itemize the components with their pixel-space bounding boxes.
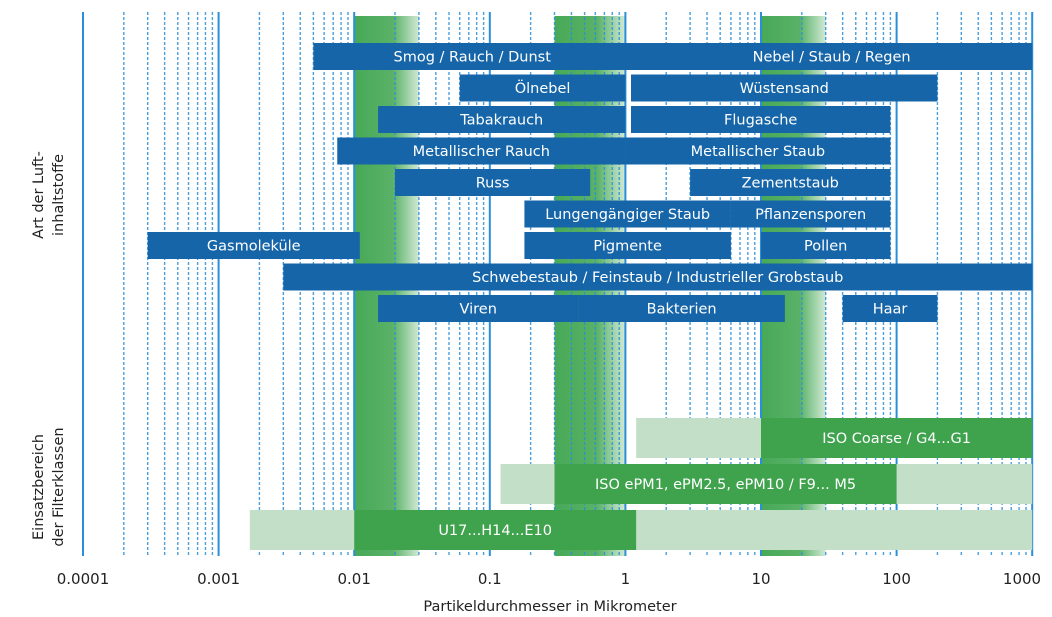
contaminant-label: Gasmoleküle	[207, 239, 301, 255]
contaminant-bar-smog-rauch-dunst: Smog / Rauch / Dunst	[313, 43, 632, 70]
contaminant-label: Pigmente	[593, 239, 662, 255]
contaminant-bar-rect	[378, 295, 579, 322]
x-tick-label: 0.001	[197, 570, 240, 588]
contaminant-bar-rect	[524, 200, 731, 228]
x-tick-label: 100	[882, 570, 911, 588]
group-label-filters-line1: Einsatzbereich	[31, 434, 47, 540]
contaminant-bar-rect	[631, 106, 891, 133]
contaminant-label: Smog / Rauch / Dunst	[394, 50, 552, 66]
group-label-filters-line2: der Filterklassen	[51, 427, 67, 546]
contaminant-label: Tabakrauch	[459, 113, 543, 129]
contaminant-bar-pflanzensporen: Pflanzensporen	[730, 200, 891, 228]
contaminant-label: Nebel / Staub / Regen	[753, 50, 911, 66]
x-tick-label: 10	[751, 570, 770, 588]
x-axis-ticks: 0.0001 0.001 0.01 0.1 1 10 100 1000	[57, 570, 1041, 588]
contaminant-bar-rect	[378, 106, 626, 133]
contaminant-label: Russ	[476, 176, 510, 192]
filter-range-main	[554, 464, 897, 504]
contaminant-bar-rect	[730, 200, 891, 228]
filter-class-iso-epm1-epm2-5-epm10-f9-m5: ISO ePM1, ePM2.5, ePM10 / F9... M5	[500, 464, 1033, 504]
x-tick-label: 0.0001	[57, 570, 110, 588]
x-tick-label: 1000	[1003, 570, 1041, 588]
group-label-contaminants-line2: inhaltstoffe	[51, 154, 67, 236]
contaminant-bars: Smog / Rauch / Dunst Nebel / Staub / Rege…	[147, 43, 1033, 322]
filter-class-label: ISO Coarse / G4...G1	[822, 431, 971, 447]
contaminant-bar-rect	[631, 74, 938, 102]
contaminant-bar-haar: Haar	[842, 295, 938, 322]
contaminant-bar-rect	[631, 43, 1033, 70]
contaminant-bar-schwebestaub-feinstaub-industrieller-grobstaub: Schwebestaub / Feinstaub / Industrieller…	[283, 263, 1033, 291]
contaminant-label: Zementstaub	[742, 176, 839, 192]
filter-range-main	[354, 510, 637, 550]
contaminant-label: Haar	[873, 302, 908, 318]
contaminant-bar-rect	[578, 295, 785, 322]
group-label-contaminants-line1: Art der Luft-	[31, 151, 47, 239]
filter-range-main	[761, 418, 1033, 458]
contaminant-bar-w-stensand: Wüstensand	[631, 74, 938, 102]
contaminant-label: Viren	[460, 302, 497, 318]
contaminant-label: Lungengängiger Staub	[545, 207, 710, 223]
filter-class-label: ISO ePM1, ePM2.5, ePM10 / F9... M5	[595, 477, 856, 493]
x-tick-label: 0.01	[337, 570, 370, 588]
contaminant-label: Wüstensand	[740, 81, 829, 97]
contaminant-label: Bakterien	[647, 302, 717, 318]
contaminant-bar-rect	[459, 74, 626, 102]
group-label-contaminants: Art der Luft- inhaltstoffe	[31, 151, 67, 239]
contaminant-bar-zementstaub: Zementstaub	[690, 169, 891, 196]
contaminant-bar-lungeng-ngiger-staub: Lungengängiger Staub	[524, 200, 731, 228]
contaminant-bar-pollen: Pollen	[761, 232, 891, 259]
x-tick-label: 1	[621, 570, 631, 588]
contaminant-bar-rect	[842, 295, 938, 322]
contaminant-bar-viren: Viren	[378, 295, 579, 322]
contaminant-label: Metallischer Rauch	[413, 144, 550, 160]
contaminant-bar-nebel-staub-regen: Nebel / Staub / Regen	[631, 43, 1033, 70]
contaminant-bar-rect	[524, 232, 731, 259]
contaminant-label: Schwebestaub / Feinstaub / Industrieller…	[472, 270, 843, 286]
filter-class-u17-h14-e10: U17...H14...E10	[249, 510, 1033, 550]
contaminant-bar-gasmolek-le: Gasmoleküle	[147, 232, 360, 259]
contaminant-bar-flugasche: Flugasche	[631, 106, 891, 133]
contaminant-bar-rect	[690, 169, 891, 196]
contaminant-label: Flugasche	[724, 113, 797, 129]
filter-class-bars: ISO Coarse / G4...G1 ISO ePM1, ePM2.5, eP…	[249, 418, 1033, 550]
contaminant-bar-tabakrauch: Tabakrauch	[378, 106, 626, 133]
contaminant-bar-rect	[395, 169, 591, 196]
group-label-filter-classes: Einsatzbereich der Filterklassen	[31, 427, 67, 546]
contaminant-bar-rect	[147, 232, 360, 259]
contaminant-label: Pflanzensporen	[755, 207, 866, 223]
contaminant-bar-pigmente: Pigmente	[524, 232, 731, 259]
x-axis-title: Partikeldurchmesser in Mikrometer	[423, 599, 676, 615]
contaminant-bar-metallischer-staub: Metallischer Staub	[625, 137, 891, 165]
contaminant-bar-russ: Russ	[395, 169, 591, 196]
contaminant-bar-rect	[283, 263, 1033, 291]
contaminant-bar-metallischer-rauch: Metallischer Rauch	[337, 137, 626, 165]
x-tick-label: 0.1	[478, 570, 502, 588]
contaminant-bar-rect	[337, 137, 626, 165]
filter-range-extended	[636, 418, 761, 458]
filter-class-label: U17...H14...E10	[438, 523, 552, 539]
contaminant-label: Ölnebel	[515, 79, 571, 97]
contaminant-bar-rect	[761, 232, 891, 259]
contaminant-label: Metallischer Staub	[691, 144, 825, 160]
contaminant-label: Pollen	[804, 239, 847, 255]
contaminant-bar-bakterien: Bakterien	[578, 295, 785, 322]
filter-class-iso-coarse-g4-g1: ISO Coarse / G4...G1	[636, 418, 1033, 458]
contaminant-bar-rect	[313, 43, 632, 70]
contaminant-bar-lnebel: Ölnebel	[459, 74, 626, 102]
contaminant-bar-rect	[625, 137, 891, 165]
